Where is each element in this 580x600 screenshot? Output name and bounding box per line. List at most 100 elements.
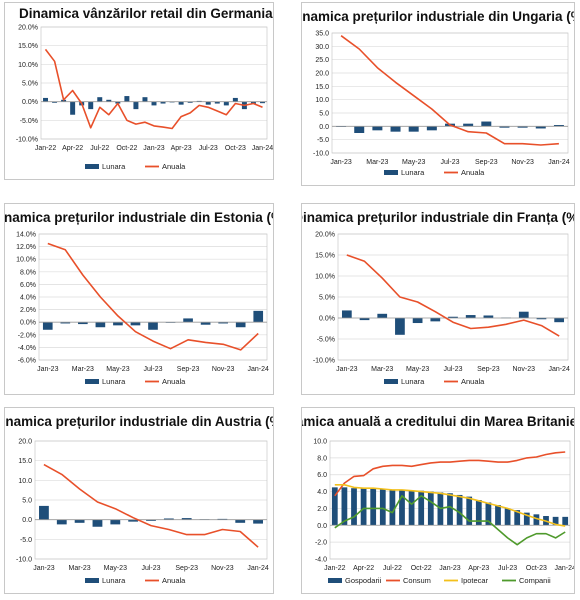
- x-tick-label: Jan-24: [554, 565, 574, 572]
- x-tick-label: Jan-23: [143, 145, 165, 152]
- bar-gospodarii: [495, 505, 501, 526]
- y-tick-label: 10.0: [18, 478, 32, 485]
- bar-gospodarii: [504, 508, 511, 526]
- bar-lunara: [535, 126, 546, 129]
- y-tick-label: 10.0: [315, 97, 329, 104]
- plot-area: [329, 440, 571, 560]
- bar-lunara: [377, 313, 388, 318]
- legend-label: Lunara: [102, 377, 126, 386]
- y-tick-label: 2.0: [317, 506, 327, 513]
- legend-label: Anuala: [162, 162, 186, 171]
- y-tick-label: 15.0: [18, 458, 32, 465]
- bar-lunara: [124, 96, 130, 102]
- bar-lunara: [250, 101, 256, 104]
- x-tick-label: Oct-22: [411, 565, 432, 572]
- bar-lunara: [448, 316, 458, 318]
- y-tick-label: 14.0%: [16, 232, 36, 239]
- line-anuala: [340, 35, 559, 146]
- y-tick-label: 15.0: [315, 84, 329, 91]
- x-tick-label: Jul-23: [143, 366, 162, 373]
- y-tick-label: 5.0%: [319, 295, 335, 302]
- bar-lunara: [133, 101, 139, 110]
- bar-lunara: [553, 125, 564, 127]
- bar-lunara: [148, 322, 158, 330]
- bar-lunara: [181, 518, 192, 520]
- bar-lunara: [412, 318, 423, 324]
- bar-lunara: [56, 519, 67, 525]
- y-tick-label: 6.0: [317, 472, 327, 479]
- bar-lunara: [499, 126, 510, 128]
- x-tick-label: Jul-22: [90, 145, 109, 152]
- line-anuala: [346, 254, 560, 337]
- chart-panel-franta-industrial: Dinamica prețurilor industriale din Fran…: [301, 203, 575, 395]
- y-tick-label: 20.0: [315, 71, 329, 78]
- bar-lunara: [146, 519, 156, 521]
- bar-gospodarii: [341, 487, 348, 526]
- bar-lunara: [408, 126, 419, 132]
- x-tick-label: Mar-23: [366, 159, 388, 166]
- bar-lunara: [481, 121, 492, 127]
- chart-title: Dinamica vânzărilor retail din Germania …: [19, 6, 273, 21]
- y-tick-label: 10.0%: [315, 274, 335, 281]
- line-consum: [334, 451, 566, 497]
- x-tick-label: Oct-22: [116, 145, 137, 152]
- legend-swatch: [85, 578, 99, 583]
- chart-panel-germania-retail: Dinamica vânzărilor retail din Germania …: [4, 2, 274, 180]
- y-tick-label: 25.0: [315, 57, 329, 64]
- y-tick-label: -2.0: [315, 540, 327, 547]
- legend-label: Anuala: [162, 576, 186, 585]
- legend-label: Anuala: [162, 377, 186, 386]
- bar-gospodarii: [533, 514, 540, 526]
- y-tick-label: 4.0: [317, 489, 327, 496]
- y-tick-label: 0.0%: [22, 99, 38, 106]
- y-tick-label: 20.0: [18, 439, 32, 446]
- bar-lunara: [43, 97, 49, 102]
- chart-svg: Dinamica vânzărilor retail din Germania …: [16, 6, 273, 171]
- chart-svg: Dinamica prețurilor industriale din Esto…: [5, 210, 273, 386]
- y-tick-label: -10.0: [16, 557, 32, 564]
- x-tick-label: Mar-23: [69, 565, 91, 572]
- bar-lunara: [554, 318, 565, 323]
- y-tick-label: -5.0: [20, 537, 32, 544]
- plot-area: [331, 32, 569, 154]
- legend-label: Consum: [403, 576, 431, 585]
- legend-label: Ipotecar: [461, 576, 489, 585]
- x-tick-label: Jan-23: [336, 366, 358, 373]
- bar-lunara: [463, 123, 474, 127]
- bar-lunara: [232, 97, 238, 102]
- y-tick-label: -10.0%: [313, 358, 335, 365]
- y-tick-label: -4.0: [315, 557, 327, 564]
- y-tick-label: 4.0%: [20, 295, 36, 302]
- bar-gospodarii: [562, 516, 569, 526]
- y-tick-label: 0.0: [22, 517, 32, 524]
- x-tick-label: May-23: [402, 159, 425, 166]
- bar-lunara: [42, 322, 53, 330]
- bar-lunara: [92, 519, 103, 527]
- bar-lunara: [359, 318, 370, 321]
- bar-lunara: [430, 318, 441, 322]
- y-tick-label: 10.0: [313, 439, 327, 446]
- y-tick-label: 15.0%: [18, 43, 38, 50]
- bar-lunara: [61, 99, 67, 102]
- y-tick-label: 0.0%: [20, 320, 36, 327]
- x-tick-label: Apr-23: [171, 145, 192, 152]
- x-tick-label: Apr-22: [353, 565, 374, 572]
- legend-label: Companii: [519, 576, 551, 585]
- x-tick-label: Jan-23: [439, 565, 461, 572]
- line-anuala: [44, 48, 263, 130]
- bar-gospodarii: [418, 490, 425, 526]
- y-tick-label: 6.0%: [20, 282, 36, 289]
- bar-lunara: [235, 322, 246, 328]
- bar-lunara: [97, 97, 103, 102]
- bar-lunara: [465, 315, 476, 318]
- bar-lunara: [142, 97, 148, 102]
- bar-gospodarii: [523, 512, 530, 526]
- line-anuala: [47, 242, 259, 351]
- y-tick-label: 2.0%: [20, 307, 36, 314]
- x-tick-label: Jul-23: [498, 565, 517, 572]
- y-tick-label: 35.0: [315, 31, 329, 38]
- chart-panel-austria-industrial: Dinamica prețurilor industriale din Aust…: [4, 407, 274, 594]
- chart-title: Dinamica anuală a creditului din Marea B…: [302, 414, 574, 429]
- plot-area: [40, 26, 268, 140]
- y-tick-label: 0.0: [317, 523, 327, 530]
